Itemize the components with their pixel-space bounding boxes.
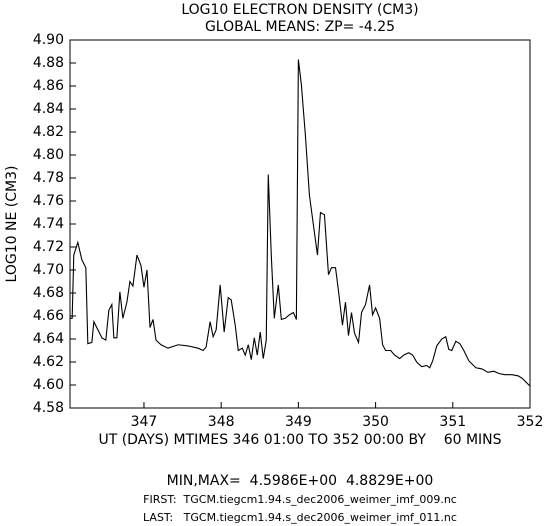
y-tick-label: 4.60 (33, 377, 64, 393)
y-tick-label: 4.70 (33, 262, 64, 278)
annotation: MIN,MAX= 4.5986E+00 4.8829E+00 (167, 473, 434, 489)
y-tick-label: 4.66 (33, 308, 64, 324)
y-tick-label: 4.78 (33, 170, 64, 186)
x-tick-label: 347 (131, 414, 158, 430)
y-tick-label: 4.62 (33, 354, 64, 370)
y-tick-label: 4.86 (33, 78, 64, 94)
x-tick-label: 352 (517, 414, 544, 430)
y-tick-label: 4.58 (33, 400, 64, 416)
annotation: FIRST: TGCM.tiegcm1.94.s_dec2006_weimer_… (143, 493, 457, 506)
y-tick-label: 4.82 (33, 124, 64, 140)
y-tick-label: 4.72 (33, 239, 64, 255)
y-tick-label: 4.74 (33, 216, 64, 232)
x-tick-label: 348 (208, 414, 235, 430)
y-tick-label: 4.90 (33, 32, 64, 48)
y-tick-label: 4.76 (33, 193, 64, 209)
y-tick-label: 4.80 (33, 147, 64, 163)
y-tick-label: 4.68 (33, 285, 64, 301)
x-tick-label: 350 (362, 414, 389, 430)
y-tick-label: 4.64 (33, 331, 64, 347)
y-tick-label: 4.88 (33, 55, 64, 71)
chart-subtitle: GLOBAL MEANS: ZP= -4.25 (205, 19, 395, 35)
chart-title: LOG10 ELECTRON DENSITY (CM3) (181, 2, 418, 18)
x-tick-label: 349 (285, 414, 312, 430)
x-axis-label: UT (DAYS) MTIMES 346 01:00 TO 352 00:00 … (98, 432, 501, 448)
plot-frame (69, 39, 531, 409)
y-tick-label: 4.84 (33, 101, 64, 117)
data-line (70, 59, 531, 387)
x-tick-label: 351 (439, 414, 466, 430)
annotation: LAST: TGCM.tiegcm1.94.s_dec2006_weimer_i… (143, 511, 457, 524)
y-axis-label: LOG10 NE (CM3) (4, 166, 20, 283)
